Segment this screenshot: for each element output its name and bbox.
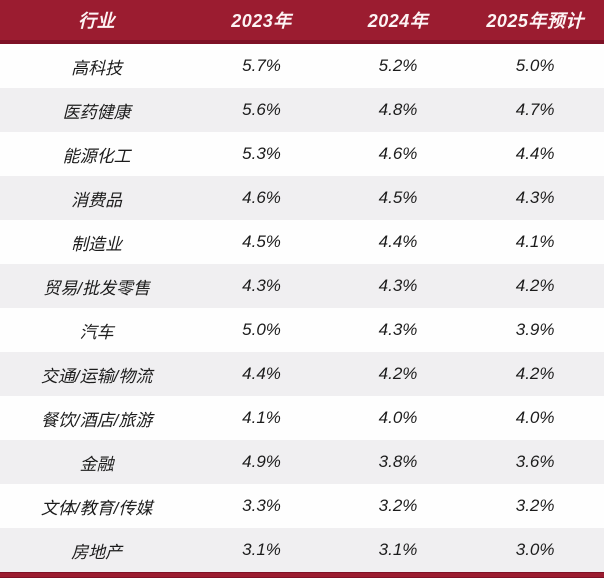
table-row: 消费品 4.6% 4.5% 4.3%: [0, 176, 604, 220]
table-row: 高科技 5.7% 5.2% 5.0%: [0, 44, 604, 88]
industry-cell: 房地产: [71, 542, 123, 562]
industry-cell: 贸易/批发零售: [43, 278, 150, 298]
value-cell-2025: 4.4%: [515, 144, 555, 163]
industry-cell: 文体/教育/传媒: [40, 498, 153, 518]
industry-cell: 消费品: [71, 190, 123, 210]
value-cell-2024: 4.2%: [378, 364, 418, 383]
value-cell-2024: 3.1%: [378, 540, 418, 559]
value-cell-2023: 4.5%: [242, 232, 281, 251]
column-header-industry: 行业: [78, 11, 116, 31]
table-row: 金融 4.9% 3.8% 3.6%: [0, 440, 604, 484]
value-cell-2025: 3.6%: [515, 452, 555, 471]
table-row: 餐饮/酒店/旅游 4.1% 4.0% 4.0%: [0, 396, 604, 440]
table-row: 汽车 5.0% 4.3% 3.9%: [0, 308, 604, 352]
industry-cell: 医药健康: [62, 102, 131, 122]
table-header-row: 行业 2023年 2024年 2025年预计: [0, 0, 604, 44]
value-cell-2024: 4.3%: [378, 276, 418, 295]
value-cell-2023: 4.6%: [242, 188, 281, 207]
industry-cell: 能源化工: [62, 146, 131, 166]
value-cell-2024: 4.8%: [378, 100, 418, 119]
value-cell-2023: 5.0%: [242, 320, 281, 339]
value-cell-2024: 4.4%: [378, 232, 418, 251]
bottom-accent-bar: [0, 572, 604, 578]
value-cell-2024: 5.2%: [378, 56, 418, 75]
value-cell-2024: 4.0%: [378, 408, 418, 427]
value-cell-2025: 4.3%: [515, 188, 555, 207]
industry-cell: 高科技: [71, 58, 123, 78]
table-row: 能源化工 5.3% 4.6% 4.4%: [0, 132, 604, 176]
value-cell-2023: 4.1%: [242, 408, 281, 427]
value-cell-2025: 4.7%: [515, 100, 555, 119]
value-cell-2023: 4.3%: [242, 276, 281, 295]
value-cell-2024: 4.3%: [378, 320, 418, 339]
table-row: 交通/运输/物流 4.4% 4.2% 4.2%: [0, 352, 604, 396]
table-row: 医药健康 5.6% 4.8% 4.7%: [0, 88, 604, 132]
value-cell-2025: 3.9%: [515, 320, 555, 339]
table-row: 贸易/批发零售 4.3% 4.3% 4.2%: [0, 264, 604, 308]
value-cell-2023: 3.3%: [242, 496, 281, 515]
value-cell-2025: 5.0%: [515, 56, 555, 75]
value-cell-2023: 5.6%: [242, 100, 281, 119]
value-cell-2023: 5.3%: [242, 144, 281, 163]
industry-cell: 汽车: [79, 322, 114, 342]
value-cell-2024: 4.5%: [378, 188, 418, 207]
value-cell-2023: 4.9%: [242, 452, 281, 471]
value-cell-2025: 4.2%: [515, 364, 555, 383]
industry-cell: 金融: [79, 454, 114, 474]
table-row: 房地产 3.1% 3.1% 3.0%: [0, 528, 604, 572]
industry-cell: 制造业: [71, 234, 123, 254]
value-cell-2024: 4.6%: [378, 144, 418, 163]
value-cell-2025: 3.0%: [515, 540, 555, 559]
table-body: 高科技 5.7% 5.2% 5.0% 医药健康 5.6% 4.8% 4.7% 能…: [0, 44, 604, 572]
value-cell-2025: 4.0%: [515, 408, 555, 427]
table-row: 文体/教育/传媒 3.3% 3.2% 3.2%: [0, 484, 604, 528]
column-header-2024: 2024年: [367, 11, 429, 31]
value-cell-2025: 4.2%: [515, 276, 555, 295]
value-cell-2023: 3.1%: [242, 540, 281, 559]
value-cell-2025: 4.1%: [515, 232, 555, 251]
value-cell-2023: 4.4%: [242, 364, 281, 383]
value-cell-2023: 5.7%: [242, 56, 281, 75]
value-cell-2025: 3.2%: [515, 496, 555, 515]
table-row: 制造业 4.5% 4.4% 4.1%: [0, 220, 604, 264]
value-cell-2024: 3.8%: [378, 452, 418, 471]
column-header-2023: 2023年: [231, 11, 292, 31]
industry-cell: 餐饮/酒店/旅游: [40, 410, 153, 430]
column-header-2025-forecast: 2025年预计: [486, 11, 584, 31]
value-cell-2024: 3.2%: [378, 496, 418, 515]
industry-cell: 交通/运输/物流: [40, 366, 153, 386]
